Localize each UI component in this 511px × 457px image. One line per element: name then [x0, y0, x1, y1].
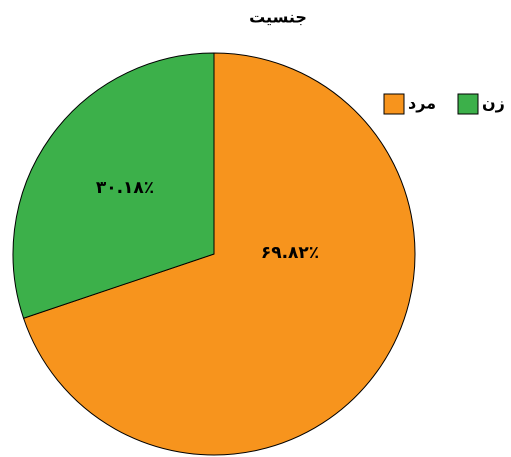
legend-label: زن — [482, 94, 505, 113]
pie-slice — [12, 52, 215, 319]
data-label: ۶۹.۸۲٪ — [261, 243, 319, 263]
pie-slice — [22, 52, 416, 456]
data-label: ۳۰.۱۸٪ — [96, 178, 154, 198]
legend-label: مرد — [408, 94, 436, 113]
chart-title: جنسیت — [249, 8, 307, 27]
legend-swatch — [383, 93, 405, 115]
legend-swatch — [457, 93, 479, 115]
